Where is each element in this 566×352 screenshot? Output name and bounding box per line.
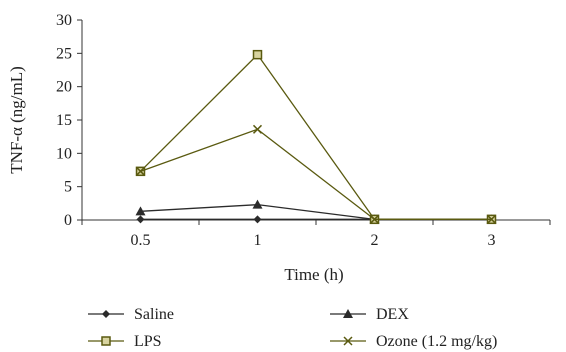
data-point [486, 214, 497, 224]
legend-marker [102, 310, 110, 318]
legend-label: DEX [376, 306, 409, 323]
legend-marker [343, 309, 353, 318]
y-tick-label: 20 [56, 79, 72, 96]
data-point [252, 49, 263, 60]
series-layer [135, 49, 497, 225]
series-ozone-1-2-mg-kg [135, 124, 497, 224]
legend-marker [101, 336, 111, 346]
data-point [253, 215, 262, 224]
series-line [140, 128, 492, 220]
y-tick-label: 25 [56, 45, 72, 62]
y-tick-label: 30 [56, 12, 72, 29]
x-tick-label: 2 [371, 232, 379, 249]
y-axis-label: TNF-α (ng/mL) [7, 66, 26, 174]
x-axis-label: Time (h) [284, 265, 343, 284]
y-tick-label: 5 [64, 179, 72, 196]
legend-marker [343, 336, 353, 346]
data-point [135, 166, 146, 176]
legend-item: Saline [88, 306, 174, 323]
legend-label: Saline [134, 306, 174, 323]
data-point [252, 124, 263, 134]
x-axis: 0.5 1 2 3 [81, 219, 551, 249]
y-tick-label: 0 [64, 212, 72, 229]
series-line [140, 204, 492, 220]
series-line [140, 53, 492, 220]
x-tick-label: 1 [254, 232, 262, 249]
legend: Saline LPS DEX Ozone (1.2 mg/kg) [88, 306, 497, 350]
x-tick-label: 3 [488, 232, 496, 249]
series-lps [135, 49, 497, 225]
legend-label: Ozone (1.2 mg/kg) [376, 333, 497, 350]
y-tick-label: 15 [56, 112, 72, 129]
legend-item: Ozone (1.2 mg/kg) [330, 333, 497, 350]
y-tick-label: 10 [56, 145, 72, 162]
legend-item: DEX [330, 306, 409, 323]
y-axis: 0 5 10 15 20 25 30 [56, 12, 83, 229]
legend-label: LPS [134, 333, 162, 350]
data-point [369, 214, 380, 224]
data-point [136, 215, 145, 224]
legend-item: LPS [88, 333, 162, 350]
data-point [135, 206, 146, 216]
x-tick-label: 0.5 [131, 232, 151, 249]
data-point [252, 199, 263, 209]
